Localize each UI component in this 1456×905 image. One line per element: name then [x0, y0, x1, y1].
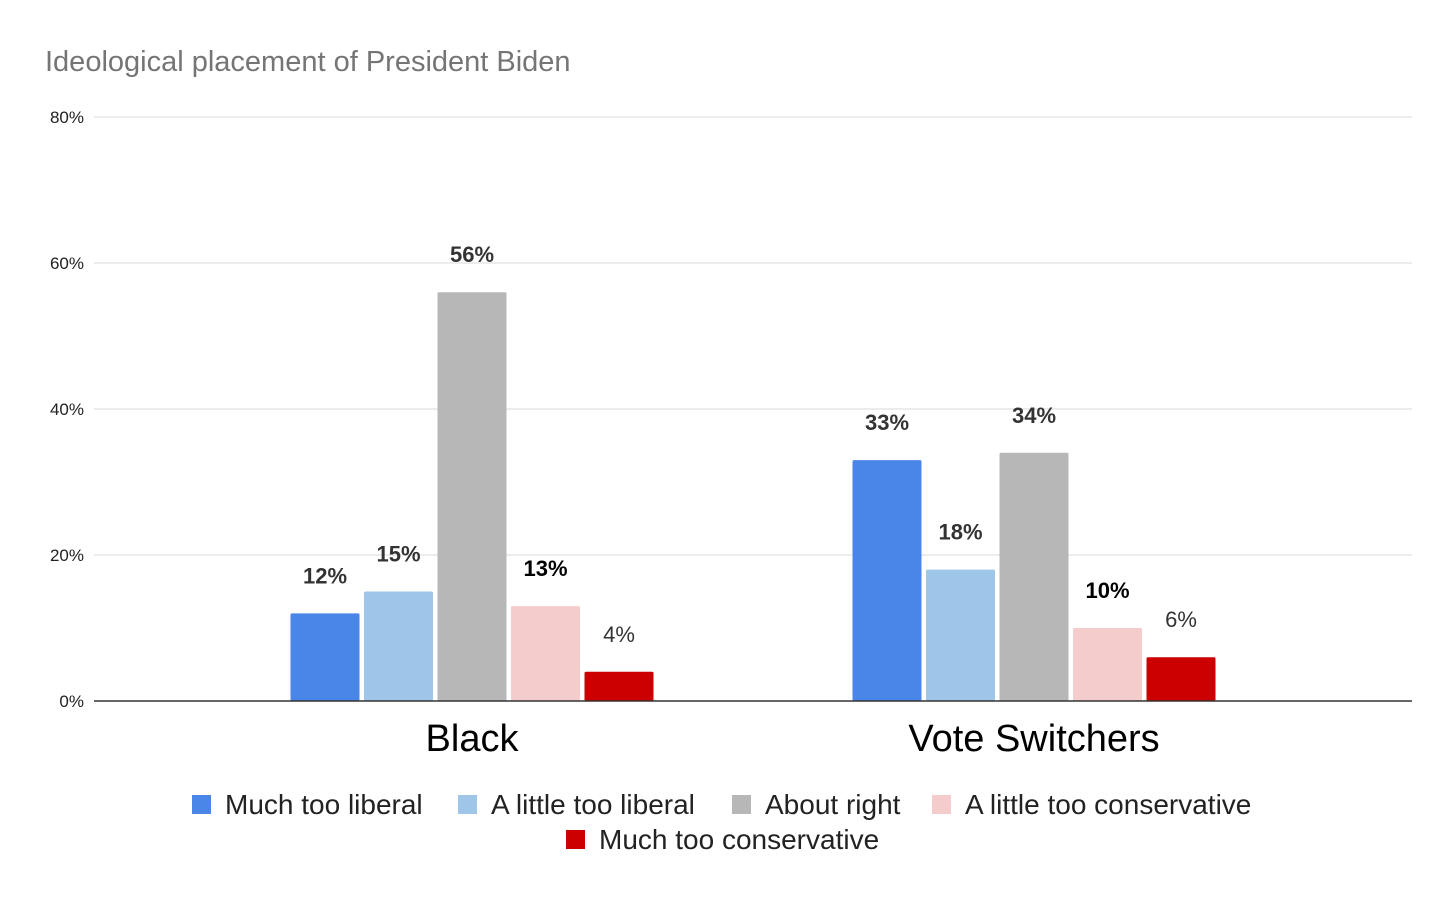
legend-item: A little too liberal: [458, 789, 695, 820]
bar: [1146, 657, 1216, 701]
bar: [511, 606, 580, 701]
data-label: 56%: [450, 242, 494, 267]
bar: [437, 292, 507, 701]
legend-label: A little too conservative: [965, 789, 1251, 820]
legend-item: A little too conservative: [932, 789, 1251, 820]
chart-title: Ideological placement of President Biden: [45, 46, 571, 78]
legend-item: Much too liberal: [192, 789, 423, 820]
y-tick-label: 80%: [50, 108, 84, 127]
y-tick-label: 0%: [59, 692, 84, 711]
gridlines: [94, 116, 1412, 556]
legend-swatch: [932, 795, 951, 814]
data-label: 10%: [1085, 578, 1129, 603]
legend: Much too liberal A little too liberal Abou…: [192, 789, 1251, 855]
legend-swatch: [458, 795, 477, 814]
data-label: 12%: [303, 563, 347, 588]
legend-swatch: [192, 795, 211, 814]
legend-label: A little too liberal: [491, 789, 695, 820]
bar: [1073, 628, 1142, 701]
data-label: 15%: [376, 542, 420, 567]
bars: [290, 292, 1216, 701]
data-label: 33%: [865, 410, 909, 435]
y-tick-label: 20%: [50, 546, 84, 565]
legend-label: Much too liberal: [225, 789, 423, 820]
legend-swatch: [566, 830, 585, 849]
data-label: 6%: [1165, 607, 1197, 632]
legend-item: Much too conservative: [566, 824, 879, 855]
data-label: 18%: [938, 520, 982, 545]
bar: [584, 671, 654, 701]
bar: [999, 452, 1069, 701]
x-category-label: Black: [426, 718, 520, 760]
bar: [290, 613, 360, 701]
bar: [926, 569, 995, 701]
y-tick-label: 40%: [50, 400, 84, 419]
bar: [852, 460, 922, 701]
x-axis-categories: Black Vote Switchers: [426, 718, 1160, 760]
legend-item: About right: [732, 789, 901, 820]
x-category-label: Vote Switchers: [908, 718, 1159, 760]
bar: [364, 591, 433, 701]
data-label: 34%: [1012, 403, 1056, 428]
legend-label: Much too conservative: [599, 824, 879, 855]
data-label: 13%: [523, 556, 567, 581]
legend-swatch: [732, 795, 751, 814]
data-labels: 12% 15% 56% 13% 4% 33% 18% 34% 10% 6%: [303, 242, 1197, 647]
y-tick-label: 60%: [50, 254, 84, 273]
legend-label: About right: [765, 789, 901, 820]
data-label: 4%: [603, 622, 635, 647]
y-axis-ticks: 0% 20% 40% 60% 80%: [50, 108, 84, 711]
